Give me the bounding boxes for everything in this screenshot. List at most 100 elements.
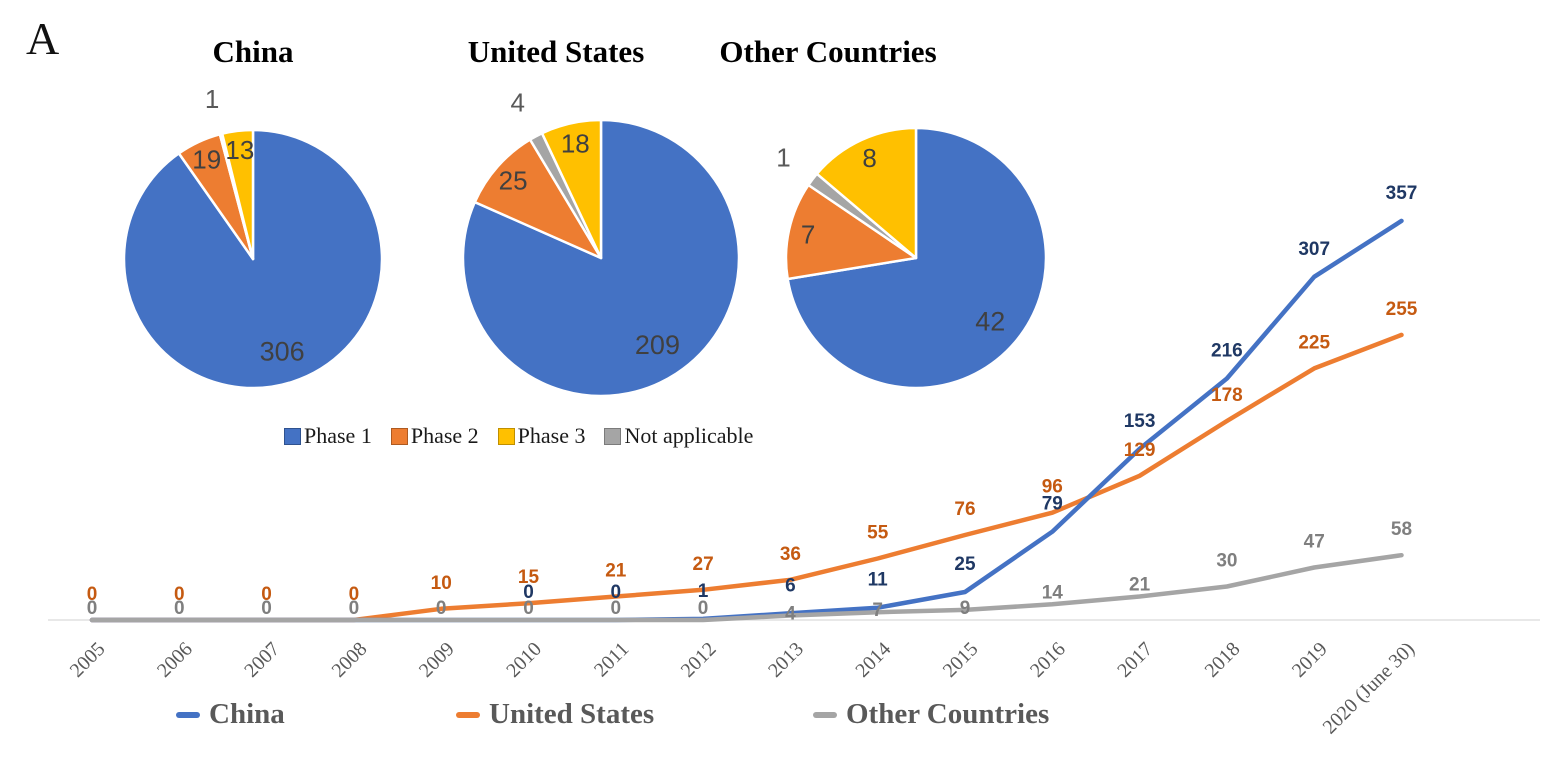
- line-series-other-countries: [89, 552, 1404, 623]
- x-tick-label: 2012: [677, 638, 721, 682]
- us-data-label: 0: [87, 584, 98, 605]
- x-tick-label: 2019: [1288, 638, 1332, 682]
- other-data-label: 47: [1304, 531, 1325, 552]
- x-tick-label: 2007: [240, 638, 284, 682]
- x-tick-label: 2009: [415, 638, 459, 682]
- us-data-label: 27: [693, 554, 714, 575]
- pie-value-label: 13: [225, 135, 254, 165]
- line-legend-label: Other Countries: [846, 698, 1050, 730]
- line-legend-label: China: [209, 698, 285, 730]
- x-tick-label: 2017: [1113, 638, 1157, 682]
- pie-slice-phase-2: [784, 183, 918, 281]
- us-data-label: 178: [1211, 385, 1243, 406]
- china-data-label: 357: [1386, 183, 1418, 204]
- x-tick-label: 2016: [1026, 638, 1070, 682]
- china-data-label: 153: [1124, 411, 1156, 432]
- us-data-label: 225: [1298, 332, 1330, 353]
- other-data-label: 21: [1129, 575, 1151, 596]
- us-data-label: 0: [174, 584, 185, 605]
- x-tick-label: 2010: [502, 638, 546, 682]
- pie-legend: Phase 1 Phase 2 Phase 3 Not applicable: [284, 423, 753, 449]
- other-countries-line-swatch: [813, 711, 837, 718]
- phase3-swatch: [497, 427, 515, 445]
- not-applicable-swatch: [604, 427, 622, 445]
- china-data-label: 307: [1298, 239, 1330, 260]
- pie-value-label: 209: [635, 330, 680, 360]
- pie-value-label: 42: [975, 307, 1005, 337]
- line-legend-item-china: China: [176, 698, 285, 731]
- us-data-label: 21: [605, 561, 627, 582]
- pie-slice-phase-3: [815, 126, 918, 260]
- china-line-swatch: [176, 711, 200, 718]
- other-data-label: 0: [174, 598, 185, 619]
- pie-value-label: 19: [192, 145, 221, 175]
- pie-legend-item-phase2: Phase 2: [390, 423, 479, 449]
- china-data-label: 1: [698, 581, 709, 602]
- pie-legend-label: Phase 2: [410, 423, 479, 448]
- x-tick-label: 2005: [66, 638, 110, 682]
- x-tick-label: 2015: [939, 638, 983, 682]
- other-data-label: 0: [523, 598, 534, 619]
- x-tick-label: 2013: [764, 638, 808, 682]
- line-legend-label: United States: [489, 698, 655, 730]
- us-data-label: 36: [780, 544, 801, 565]
- pie-slice-phase-3: [540, 118, 603, 260]
- pie-value-label: 4: [510, 87, 524, 117]
- china-data-label: 0: [611, 582, 622, 603]
- x-tick-label: 2018: [1201, 638, 1245, 682]
- pie-legend-label: Phase 3: [517, 423, 586, 448]
- x-tick-label: 2008: [328, 638, 372, 682]
- other-data-label: 0: [611, 598, 622, 619]
- us-data-label: 0: [261, 584, 272, 605]
- phase1-swatch: [284, 427, 301, 445]
- us-data-label: 76: [954, 499, 975, 520]
- phase2-swatch: [390, 427, 408, 445]
- x-tick-label: 2011: [590, 638, 633, 681]
- pie-value-label: 306: [260, 337, 305, 367]
- x-tick-label: 2006: [153, 638, 197, 682]
- china-data-label: 0: [523, 582, 534, 603]
- china-data-label: 11: [868, 570, 889, 591]
- china-data-label: 79: [1042, 494, 1063, 515]
- panel-letter: A: [26, 13, 60, 64]
- us-data-label: 255: [1386, 299, 1418, 320]
- us-data-label: 129: [1124, 440, 1156, 461]
- other-data-label: 0: [349, 598, 360, 619]
- china-data-label: 25: [954, 554, 976, 575]
- pie-legend-item-phase1: Phase 1: [284, 423, 372, 449]
- pie-slice-phase-3: [220, 128, 255, 261]
- other-data-label: 7: [872, 600, 883, 621]
- other-data-label: 4: [785, 604, 796, 625]
- us-data-label: 10: [431, 573, 452, 594]
- united-states-line-swatch: [456, 711, 480, 718]
- other-data-label: 0: [261, 598, 272, 619]
- us-data-label: 15: [518, 567, 540, 588]
- line-legend-item-united-states: United States: [456, 698, 654, 731]
- other-data-label: 0: [436, 598, 447, 619]
- pie-value-label: 1: [205, 84, 219, 114]
- pie-value-label: 7: [801, 219, 815, 249]
- other-data-label: 0: [698, 598, 709, 619]
- pie-title-united-states: United States: [467, 34, 645, 69]
- pie-value-label: 8: [862, 143, 876, 173]
- pie-value-label: 25: [499, 165, 528, 195]
- china-data-label: 216: [1211, 341, 1243, 362]
- china-data-label: 6: [785, 575, 796, 596]
- pie-slice-phase-2: [473, 138, 603, 260]
- other-data-label: 58: [1391, 519, 1412, 540]
- other-data-label: 9: [960, 598, 971, 619]
- pie-legend-item-phase3: Phase 3: [497, 423, 586, 449]
- us-data-label: 0: [349, 584, 360, 605]
- line-legend-item-other-countries: Other Countries: [813, 698, 1049, 731]
- x-tick-label: 2014: [851, 638, 895, 682]
- pie-value-label: 1: [776, 142, 790, 172]
- other-data-label: 0: [87, 598, 98, 619]
- us-data-label: 55: [867, 523, 889, 544]
- pie-legend-label: Not applicable: [624, 423, 754, 448]
- pie-title-china: China: [212, 34, 294, 69]
- pie-legend-item-not-applicable: Not applicable: [604, 423, 753, 449]
- x-tick-label: 2020 (June 30): [1319, 638, 1419, 738]
- us-data-label: 96: [1042, 477, 1063, 498]
